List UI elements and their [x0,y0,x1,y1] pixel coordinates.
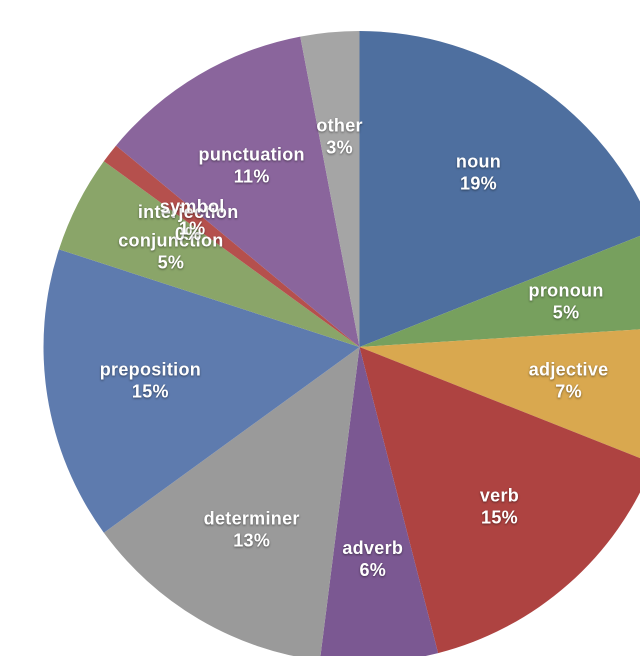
pie-slice-punctuation [116,36,360,347]
pie-slice-symbol [103,145,360,347]
pie-slice-pronoun [359,235,640,347]
pie-slice-other [300,31,360,347]
pie-chart-svg: noun 19%pronoun 5%adjective 7%verb 15%adverb… [43,31,640,656]
pie-slice-determiner [103,347,360,656]
pie-slice-verb [359,347,640,654]
pie-slice-noun [359,31,640,347]
pie-slice-adverb [320,347,439,656]
pie-chart-figure: noun 19% pronoun 5% adjective 7% verb 15% adverb… [40,16,640,656]
pie-slice-preposition [43,249,360,533]
pie-slice-conjunction [58,161,360,347]
pie-slice-adjective [359,329,640,459]
